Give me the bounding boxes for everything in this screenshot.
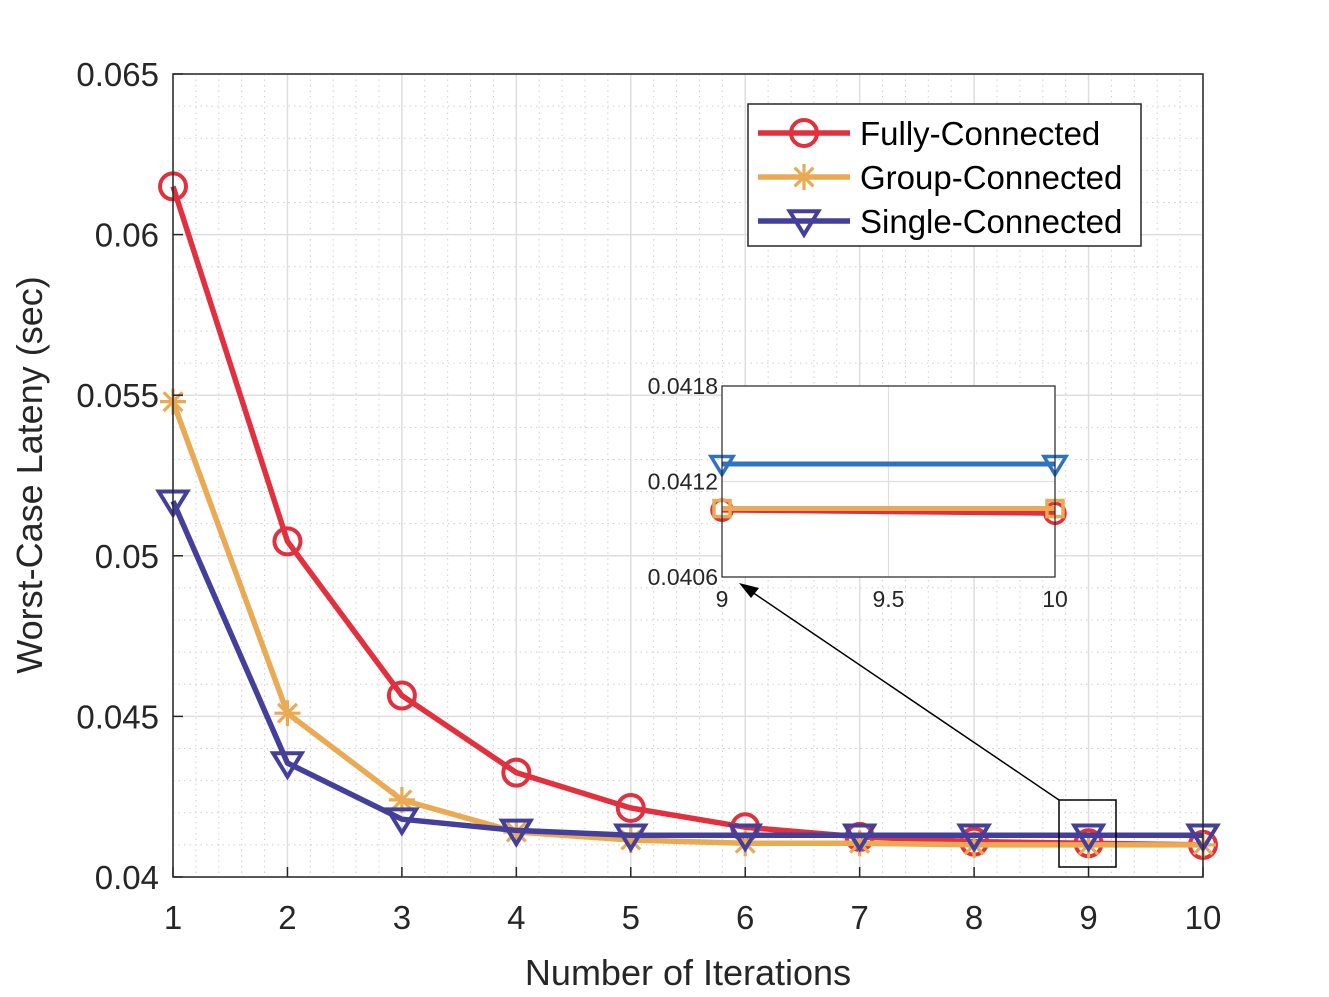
data-point-fully-connected: [501, 757, 532, 788]
legend-items: Fully-Connected Group-Connected Single-Con…: [758, 115, 1122, 240]
x-tick-label: 7: [850, 899, 868, 936]
x-axis-title: Number of Iterations: [525, 952, 851, 993]
y-tick-labels: 0.04 0.045 0.05 0.055 0.06 0.065: [76, 56, 183, 896]
legend-marker-single-connected: [786, 209, 822, 239]
inset-y-tick-labels: 0.0406 0.0412 0.0418: [648, 373, 718, 590]
series-line-group-connected: [170, 400, 1203, 848]
inset-x-tick-labels: 9 9.5 10: [716, 586, 1068, 612]
x-tick-label: 9: [1079, 899, 1097, 936]
inset-frame: [721, 385, 1056, 578]
inset-x-tick-label: 9: [716, 586, 729, 612]
data-point-single-connected: [269, 751, 306, 781]
x-tick-label: 5: [622, 899, 640, 936]
legend-label-fully-connected: Fully-Connected: [860, 115, 1100, 152]
inset-y-tick-label: 0.0412: [648, 469, 718, 495]
inset-x-tick-label: 10: [1042, 586, 1068, 612]
y-tick-label: 0.065: [76, 56, 159, 93]
data-point-single-connected: [727, 823, 764, 853]
inset-y-tick-label: 0.0418: [648, 373, 718, 399]
y-tick-label: 0.055: [76, 377, 159, 414]
data-point-single-connected: [384, 807, 420, 837]
y-tick-label: 0.05: [95, 538, 159, 575]
data-point-single-connected: [612, 823, 649, 853]
x-tick-label: 4: [507, 899, 525, 936]
legend-marker-group-connected: [791, 164, 817, 190]
y-axis-title: Worst-Case Lateny (sec): [9, 276, 50, 673]
legend: Fully-Connected Group-Connected Single-Con…: [747, 103, 1142, 247]
zoom-arrow-head: [739, 583, 759, 598]
x-tick-label: 1: [164, 899, 182, 936]
zoom-region-box: [1058, 799, 1117, 868]
data-point-fully-connected: [272, 526, 303, 557]
x-tick-label: 2: [278, 899, 296, 936]
y-tick-label: 0.06: [95, 217, 159, 254]
x-tick-label: 3: [393, 899, 411, 936]
legend-marker-fully-connected: [789, 118, 819, 148]
zoom-arrow-line: [751, 591, 1060, 801]
data-point-fully-connected: [386, 680, 417, 711]
main-series-group: [155, 171, 1221, 860]
legend-label-group-connected: Group-Connected: [860, 159, 1122, 196]
series-line-single-connected: [170, 500, 1203, 838]
data-point-single-connected: [956, 823, 992, 853]
data-point-fully-connected: [615, 792, 646, 823]
x-tick-labels: 1 2 3 4 5 6 7 8 9 10: [164, 867, 1222, 936]
data-point-single-connected: [498, 818, 535, 848]
inset-x-tick-label: 9.5: [873, 586, 905, 612]
y-tick-label: 0.045: [76, 698, 159, 735]
data-point-single-connected: [1070, 823, 1107, 853]
legend-label-single-connected: Single-Connected: [860, 203, 1122, 240]
y-tick-label: 0.04: [95, 859, 159, 896]
data-point-single-connected: [841, 823, 878, 853]
inset-y-tick-label: 0.0406: [648, 564, 718, 590]
x-tick-label: 8: [965, 899, 983, 936]
plot-frame: [172, 73, 1204, 878]
x-tick-label: 6: [736, 899, 754, 936]
x-tick-label: 10: [1185, 899, 1222, 936]
inset-axes: 9 9.5 10 0.0406 0.0412 0.0418: [648, 373, 1070, 612]
data-point-group-connected: [274, 700, 301, 727]
